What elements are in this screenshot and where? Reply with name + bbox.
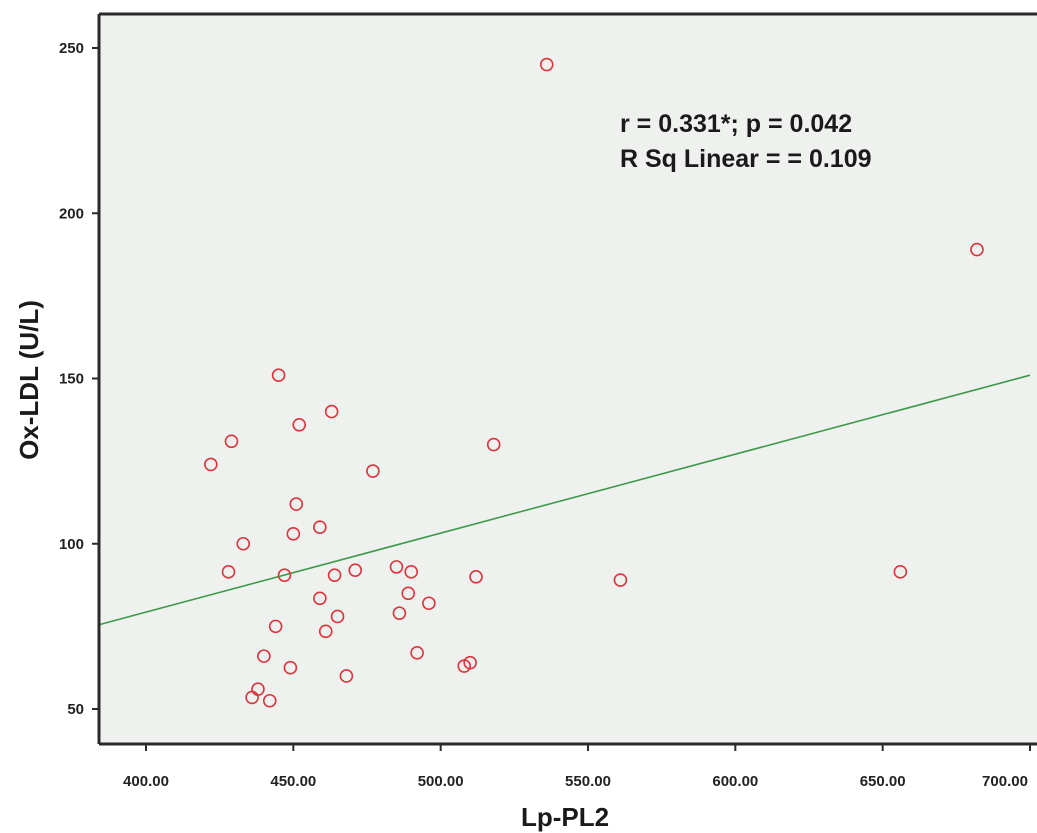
data-point xyxy=(292,417,307,432)
data-point xyxy=(389,560,404,574)
data-point xyxy=(236,536,251,551)
correlation-annotation: r = 0.331*; p = 0.042 xyxy=(620,110,852,138)
y-tick-label: 150 xyxy=(59,371,84,388)
data-point xyxy=(271,368,286,382)
data-point xyxy=(257,649,271,663)
data-point xyxy=(469,569,483,584)
data-point xyxy=(392,606,407,620)
data-point xyxy=(204,457,218,472)
r-squared-annotation: R Sq Linear = = 0.109 xyxy=(620,145,872,173)
x-tick-label: 450.00 xyxy=(270,773,316,790)
data-point xyxy=(268,619,283,634)
x-tick-label: 550.00 xyxy=(565,773,611,790)
data-point xyxy=(401,586,416,601)
regression-line xyxy=(98,374,1031,626)
y-axis-title: Ox-LDL (U/L) xyxy=(14,300,44,460)
data-point xyxy=(224,434,239,449)
y-tick-label: 200 xyxy=(59,205,84,222)
data-point xyxy=(366,464,380,478)
plot-area xyxy=(99,14,1037,744)
data-point xyxy=(286,527,301,541)
y-tick-label: 100 xyxy=(59,536,84,553)
data-point xyxy=(245,690,259,705)
y-tick-label: 50 xyxy=(67,701,84,718)
data-point xyxy=(277,568,292,582)
y-tick-label: 250 xyxy=(59,40,84,57)
x-tick-label: 400.00 xyxy=(123,773,169,790)
data-point xyxy=(348,563,363,577)
data-point xyxy=(313,591,327,606)
data-point xyxy=(339,669,354,683)
data-point xyxy=(262,693,277,708)
data-point xyxy=(313,520,327,535)
data-point xyxy=(221,565,236,579)
x-axis-title: Lp-PL2 xyxy=(521,802,609,832)
data-point xyxy=(410,646,424,660)
x-tick-label: 600.00 xyxy=(712,773,758,790)
data-point xyxy=(318,624,333,639)
data-point xyxy=(539,57,554,72)
data-point xyxy=(422,596,436,611)
data-point xyxy=(486,437,501,452)
data-point xyxy=(327,568,342,582)
data-point xyxy=(289,497,304,511)
data-point xyxy=(613,573,628,587)
data-point xyxy=(404,565,419,579)
x-tick-label: 650.00 xyxy=(860,773,906,790)
data-point xyxy=(970,242,984,257)
data-point xyxy=(330,609,345,624)
data-point xyxy=(893,565,908,579)
x-tick-label: 500.00 xyxy=(418,773,464,790)
x-tick-label: 700.00 xyxy=(982,773,1028,790)
data-point xyxy=(324,404,339,419)
data-point xyxy=(283,660,298,675)
data-point xyxy=(463,655,477,670)
